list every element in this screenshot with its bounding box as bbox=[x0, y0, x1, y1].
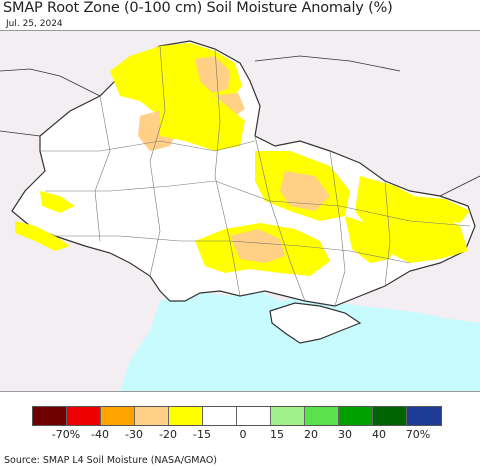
legend-swatch bbox=[67, 407, 101, 425]
anomaly-patches bbox=[15, 43, 470, 276]
legend-label: 30 bbox=[338, 428, 352, 441]
legend-swatch bbox=[203, 407, 237, 425]
legend-swatch bbox=[169, 407, 203, 425]
legend-swatch bbox=[373, 407, 407, 425]
map-title: SMAP Root Zone (0-100 cm) Soil Moisture … bbox=[3, 0, 393, 16]
legend-swatch bbox=[33, 407, 67, 425]
source-note: Source: SMAP L4 Soil Moisture (NASA/GMAO… bbox=[4, 455, 218, 466]
legend-swatch bbox=[271, 407, 305, 425]
legend-swatch bbox=[339, 407, 373, 425]
legend-swatch bbox=[135, 407, 169, 425]
legend-swatch bbox=[305, 407, 339, 425]
legend-label: -30 bbox=[125, 428, 143, 441]
legend-labels: -70% -40 -30 -20 -15 0 15 20 30 40 70% bbox=[0, 428, 480, 442]
oblast-borders bbox=[40, 45, 471, 307]
neighbor-borders bbox=[0, 55, 480, 197]
legend-bar bbox=[32, 406, 442, 426]
legend-label: 20 bbox=[304, 428, 318, 441]
crimea bbox=[269, 302, 362, 344]
legend-label: 0 bbox=[239, 428, 247, 441]
legend-label: -40 bbox=[91, 428, 109, 441]
legend-swatch bbox=[237, 407, 271, 425]
legend-label: 70% bbox=[405, 428, 431, 441]
legend-label: -15 bbox=[193, 428, 211, 441]
legend-label: 40 bbox=[372, 428, 386, 441]
map-date: Jul. 25, 2024 bbox=[6, 19, 63, 29]
soil-moisture-map bbox=[0, 30, 480, 392]
legend-label: 15 bbox=[270, 428, 284, 441]
legend-swatch bbox=[101, 407, 135, 425]
legend-label: -20 bbox=[159, 428, 177, 441]
legend-swatch bbox=[407, 407, 441, 425]
legend-label: -70% bbox=[51, 428, 81, 441]
